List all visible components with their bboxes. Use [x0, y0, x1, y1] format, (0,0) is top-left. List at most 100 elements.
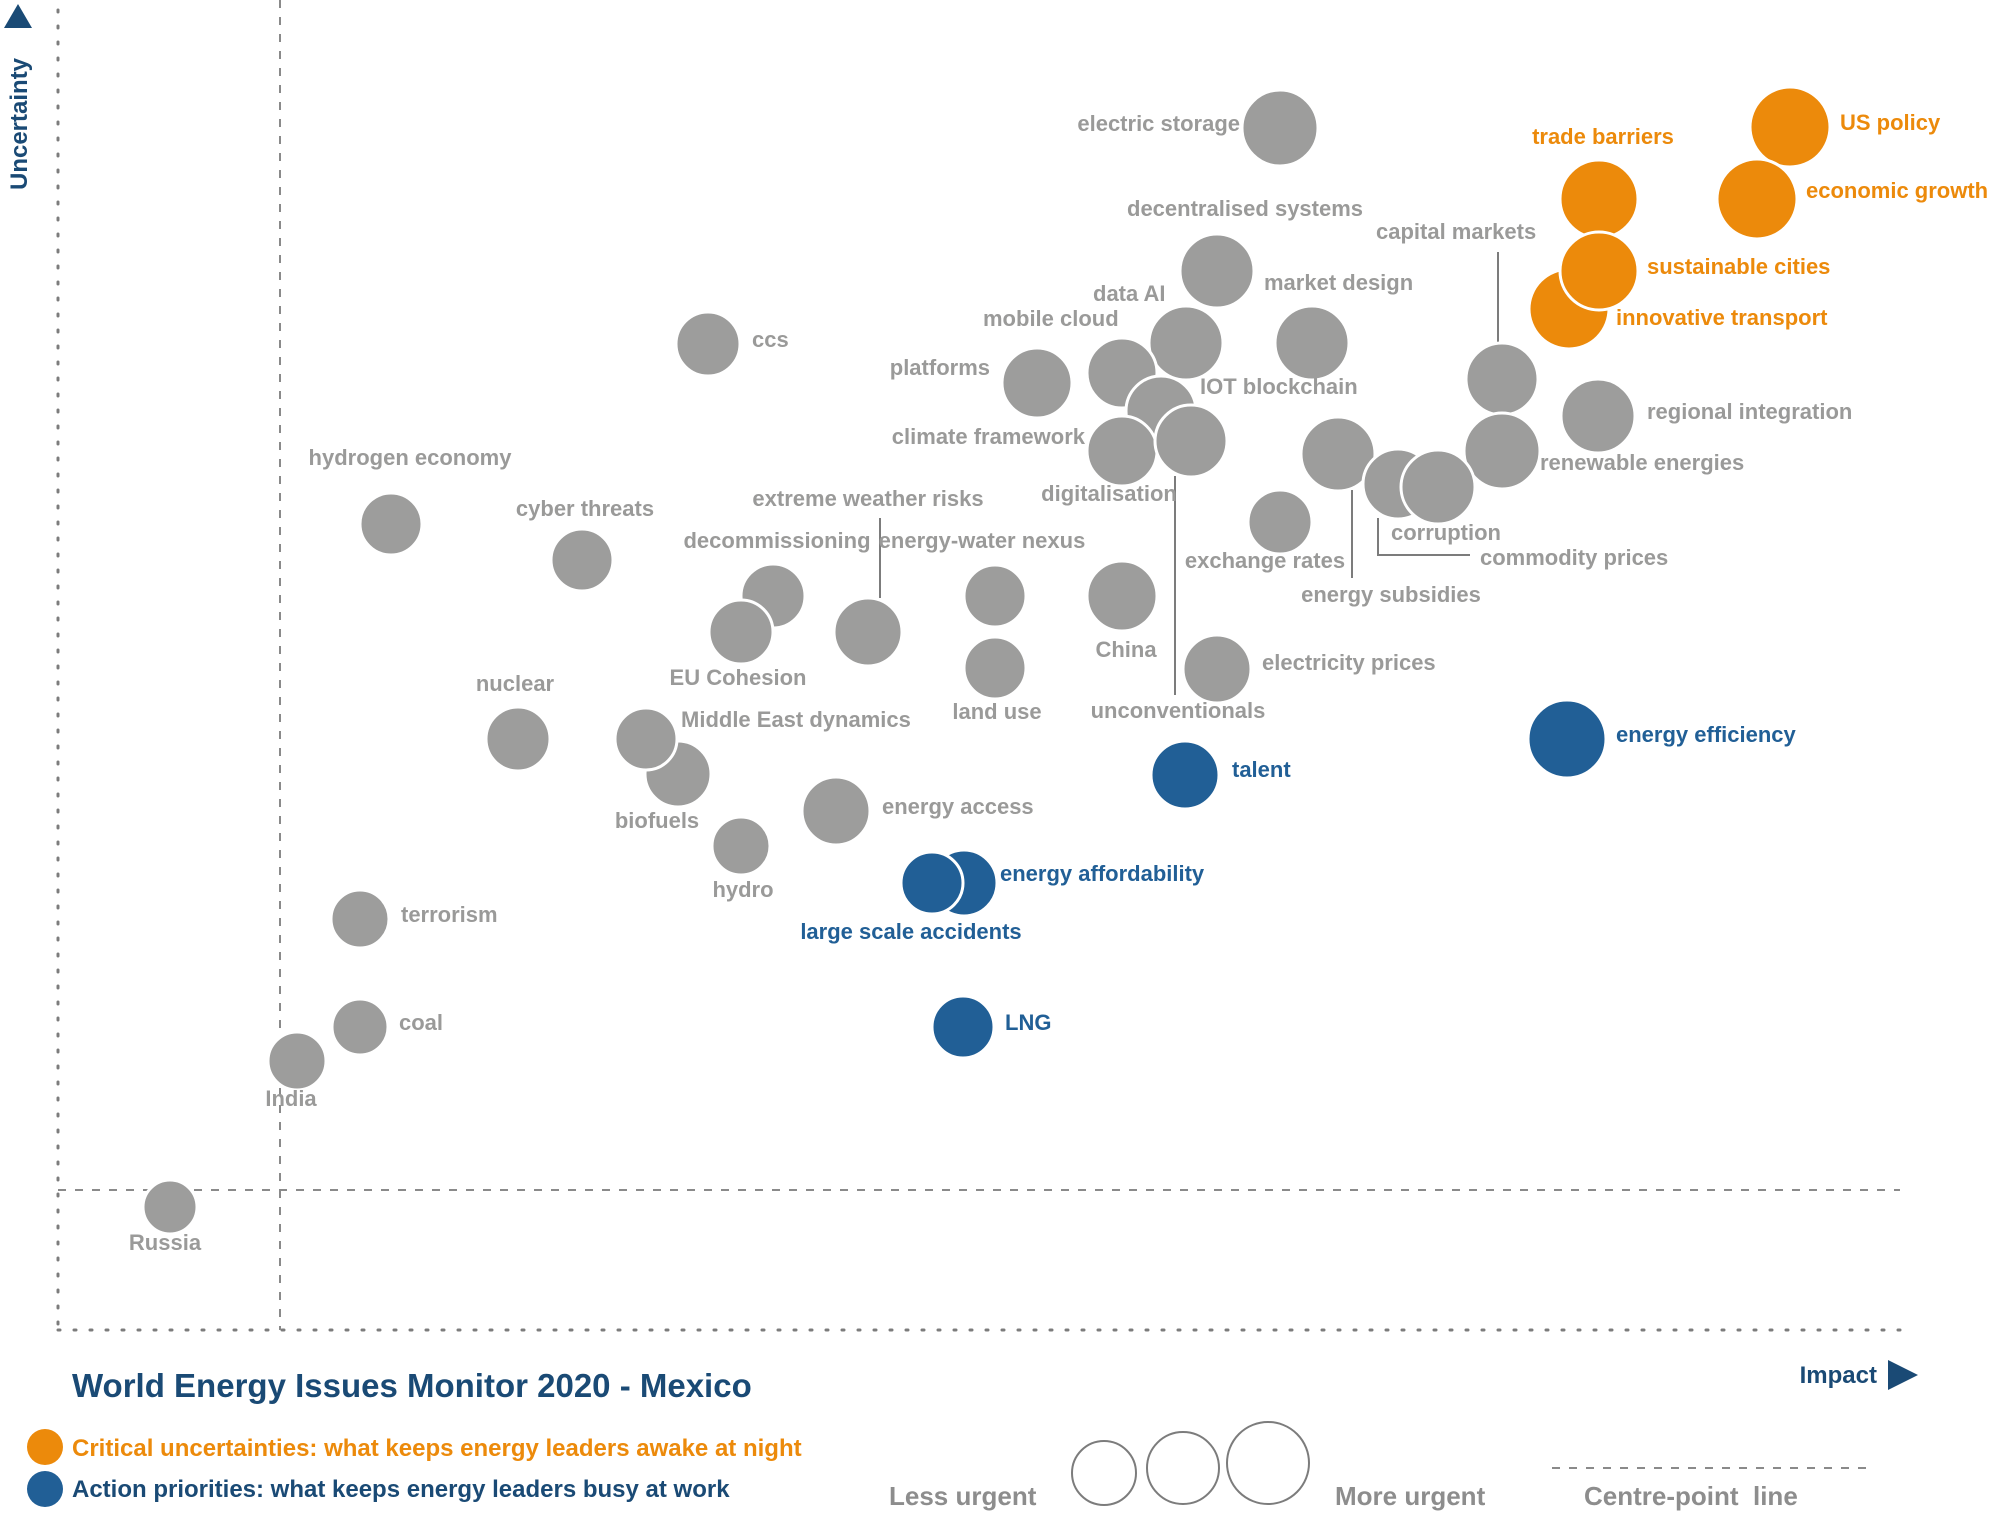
label-middle-east-dynamics: Middle East dynamics [681, 707, 911, 732]
label-energy-subsidies: energy subsidies [1301, 582, 1481, 607]
bubble-energy-subsidies [1299, 415, 1377, 493]
bubble-climate-framework [1085, 414, 1159, 488]
label-innovative-transport: innovative transport [1616, 305, 1828, 330]
legend-more-urgent: More urgent [1335, 1481, 1486, 1511]
y-axis-label: Uncertainty [6, 57, 33, 190]
bubble-large-scale-accidents [899, 850, 965, 916]
legend: Critical uncertainties: what keeps energ… [27, 1421, 1872, 1511]
bubble-energy-access [800, 775, 872, 847]
bubble-terrorism [329, 888, 391, 950]
chart-title: World Energy Issues Monitor 2020 - Mexic… [72, 1367, 752, 1404]
label-energy-access: energy access [882, 794, 1034, 819]
label-terrorism: terrorism [401, 902, 498, 927]
bubble-decentralised-systems [1178, 232, 1256, 310]
bubble-us-policy [1748, 85, 1832, 169]
label-climate-framework: climate framework [892, 424, 1086, 449]
legend-action-marker [27, 1471, 63, 1507]
bubble-market-design [1273, 304, 1351, 382]
bubble-exchange-rates [1246, 488, 1314, 556]
bubble-cyber-threats [549, 527, 615, 593]
bubble-coal [330, 997, 390, 1057]
label-biofuels: biofuels [615, 808, 699, 833]
legend-critical-marker [27, 1429, 63, 1465]
label-china: China [1095, 637, 1157, 662]
issue-labels: electric storage US policy trade barriers e… [129, 110, 1988, 1255]
bubble-sustainable-cities [1558, 230, 1640, 312]
legend-centre-line-label: Centre-point line [1584, 1481, 1798, 1511]
bubble-electric-storage [1240, 88, 1320, 168]
label-decentralised-systems: decentralised systems [1127, 196, 1363, 221]
bubble-energy-water-nexus [962, 563, 1028, 629]
label-exchange-rates: exchange rates [1185, 548, 1345, 573]
label-mobile-cloud: mobile cloud [983, 306, 1119, 331]
bubble-renewable-energies [1462, 411, 1542, 491]
bubble-talent [1149, 739, 1221, 811]
label-hydrogen-economy: hydrogen economy [309, 445, 513, 470]
label-russia: Russia [129, 1230, 202, 1255]
label-cyber-threats: cyber threats [516, 496, 654, 521]
bubble-ccs [674, 310, 742, 378]
label-large-scale-accidents: large scale accidents [800, 919, 1021, 944]
bubble-lng [930, 994, 996, 1060]
label-data-ai: data AI [1093, 281, 1166, 306]
bubble-hydro [710, 815, 772, 877]
label-lng: LNG [1005, 1010, 1051, 1035]
label-talent: talent [1232, 757, 1291, 782]
legend-less-urgent: Less urgent [889, 1481, 1037, 1511]
label-extreme-weather-risks: extreme weather risks [752, 486, 983, 511]
bubble-electricity-prices [1181, 633, 1253, 705]
label-economic-growth: economic growth [1806, 178, 1988, 203]
label-coal: coal [399, 1010, 443, 1035]
label-corruption: corruption [1391, 520, 1501, 545]
leader-lines [879, 252, 1499, 695]
bubble-energy-efficiency [1526, 698, 1608, 780]
label-unconventionals: unconventionals [1091, 698, 1266, 723]
label-platforms: platforms [890, 355, 990, 380]
issue-bubbles [141, 85, 1832, 1236]
label-energy-efficiency: energy efficiency [1616, 722, 1797, 747]
bubble-economic-growth [1715, 157, 1799, 241]
x-axis-arrow-icon [1888, 1360, 1918, 1390]
label-nuclear: nuclear [476, 671, 555, 696]
label-us-policy: US policy [1840, 110, 1941, 135]
y-axis-arrow-icon [4, 4, 32, 28]
legend-size-small [1071, 1440, 1137, 1506]
label-electric-storage: electric storage [1077, 111, 1240, 136]
label-regional-integration: regional integration [1647, 399, 1852, 424]
label-market-design: market design [1264, 270, 1413, 295]
label-hydro: hydro [712, 877, 773, 902]
label-eu-cohesion: EU Cohesion [670, 665, 807, 690]
label-digitalisation: digitalisation [1041, 481, 1177, 506]
bubble-extreme-weather-risks [832, 596, 904, 668]
bubble-capital-markets [1464, 341, 1540, 417]
bubble-nuclear [484, 705, 552, 773]
label-trade-barriers: trade barriers [1532, 124, 1674, 149]
label-capital-markets: capital markets [1376, 219, 1536, 244]
bubble-trade-barriers [1558, 158, 1640, 240]
label-decommissioning: decommissioning [683, 528, 870, 553]
label-energy-water-nexus: energy-water nexus [879, 528, 1086, 553]
bubble-platforms [1000, 346, 1074, 420]
leader-line-commodity-prices [1377, 518, 1470, 556]
label-sustainable-cities: sustainable cities [1647, 254, 1830, 279]
bubble-middle-east-dynamics-dup [613, 706, 679, 772]
axes: Uncertainty Impact [4, 4, 1918, 1390]
label-electricity-prices: electricity prices [1262, 650, 1436, 675]
bubble-commodity-prices [1399, 448, 1477, 526]
bubble-russia [141, 1178, 199, 1236]
legend-size-medium [1146, 1431, 1220, 1505]
label-commodity-prices: commodity prices [1480, 545, 1668, 570]
centre-point-lines [58, 0, 1900, 1330]
label-india: India [265, 1086, 317, 1111]
bubble-eu-cohesion [707, 598, 775, 666]
label-iot-blockchain: IOT blockchain [1200, 374, 1358, 399]
bubble-data-ai [1147, 304, 1225, 382]
bubble-india [266, 1030, 328, 1092]
label-renewable-energies: renewable energies [1540, 450, 1744, 475]
label-energy-affordability: energy affordability [1000, 861, 1205, 886]
x-axis-label: Impact [1800, 1362, 1877, 1389]
bubble-hydrogen-economy [358, 491, 424, 557]
bubble-land-use [962, 635, 1028, 701]
label-ccs: ccs [752, 327, 789, 352]
